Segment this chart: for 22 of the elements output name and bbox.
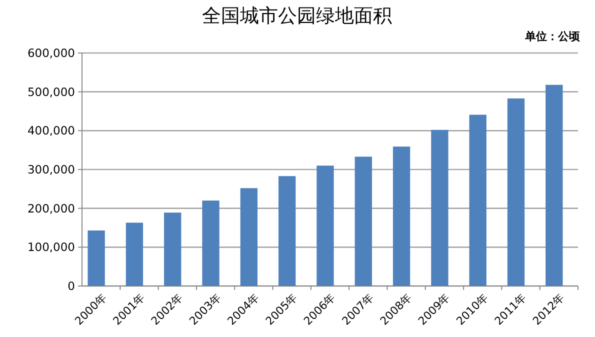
bar bbox=[469, 114, 486, 286]
bar bbox=[546, 84, 563, 286]
bar bbox=[354, 156, 372, 286]
y-tick-label: 100,000 bbox=[27, 240, 75, 254]
chart-title: 全国城市公园绿地面积 bbox=[202, 5, 392, 27]
bar bbox=[316, 166, 334, 286]
bar bbox=[240, 188, 258, 286]
y-tick-label: 300,000 bbox=[27, 162, 75, 176]
y-tick-label: 200,000 bbox=[27, 201, 75, 216]
bar bbox=[202, 200, 220, 286]
y-tick-label: 0 bbox=[68, 279, 75, 293]
bar bbox=[164, 212, 182, 286]
bar bbox=[431, 130, 448, 286]
bar bbox=[392, 146, 410, 286]
y-tick-label: 500,000 bbox=[27, 84, 75, 99]
bar bbox=[88, 230, 105, 286]
bar bbox=[278, 176, 296, 286]
y-tick-label: 600,000 bbox=[27, 46, 75, 60]
y-tick-label: 400,000 bbox=[27, 124, 75, 138]
text: 单位：公顷 bbox=[524, 30, 581, 43]
bar bbox=[507, 98, 525, 286]
bar bbox=[126, 222, 144, 286]
